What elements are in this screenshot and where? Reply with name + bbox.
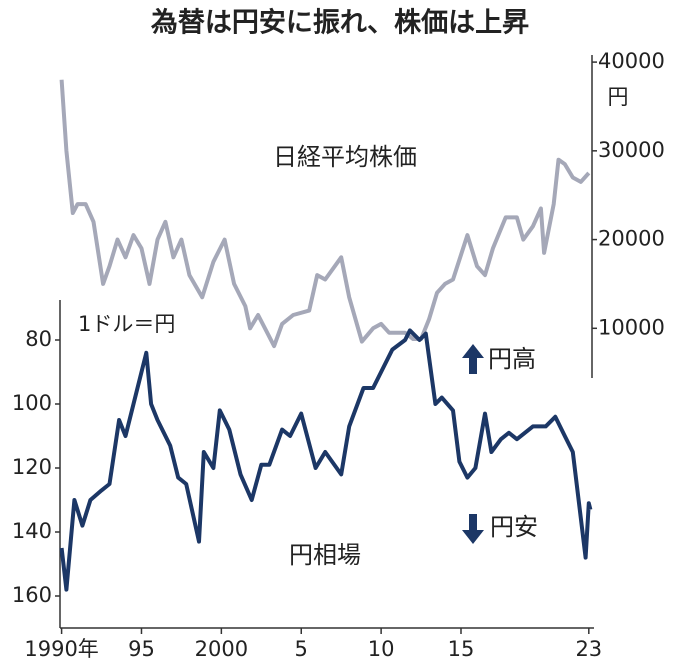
x-tick-label: 1990年 <box>24 637 98 661</box>
y2-tick-label: 20000 <box>598 227 665 251</box>
y2-tick-label: 30000 <box>598 138 665 162</box>
x-tick-label: 10 <box>368 637 395 661</box>
series-line <box>59 328 593 592</box>
y-tick-label: 140 <box>12 519 52 543</box>
y-tick-label: 160 <box>12 583 52 607</box>
x-tick-label: 5 <box>295 637 308 661</box>
y-axis-label: 1ドル＝円 <box>78 312 175 336</box>
y2-tick-label: 40000 <box>598 49 665 73</box>
chart-title: 為替は円安に振れ、株価は上昇 <box>151 7 529 39</box>
up-arrow <box>462 344 484 374</box>
y2-tick-label: 10000 <box>598 315 665 339</box>
y2-unit: 円 <box>608 85 629 109</box>
x-tick-label: 15 <box>448 637 475 661</box>
series-label: 円相場 <box>289 541 361 569</box>
y-tick-label: 120 <box>12 455 52 479</box>
y-tick-label: 80 <box>25 327 52 351</box>
x-tick-label: 23 <box>575 637 602 661</box>
down-arrow <box>462 514 484 544</box>
annotation: 円安 <box>490 513 538 541</box>
annotation: 円高 <box>488 345 536 373</box>
y-tick-label: 100 <box>12 391 52 415</box>
series-line <box>59 79 591 349</box>
x-tick-label: 95 <box>128 637 155 661</box>
x-tick-label: 2000 <box>195 637 248 661</box>
series-label: 日経平均株価 <box>273 143 417 171</box>
